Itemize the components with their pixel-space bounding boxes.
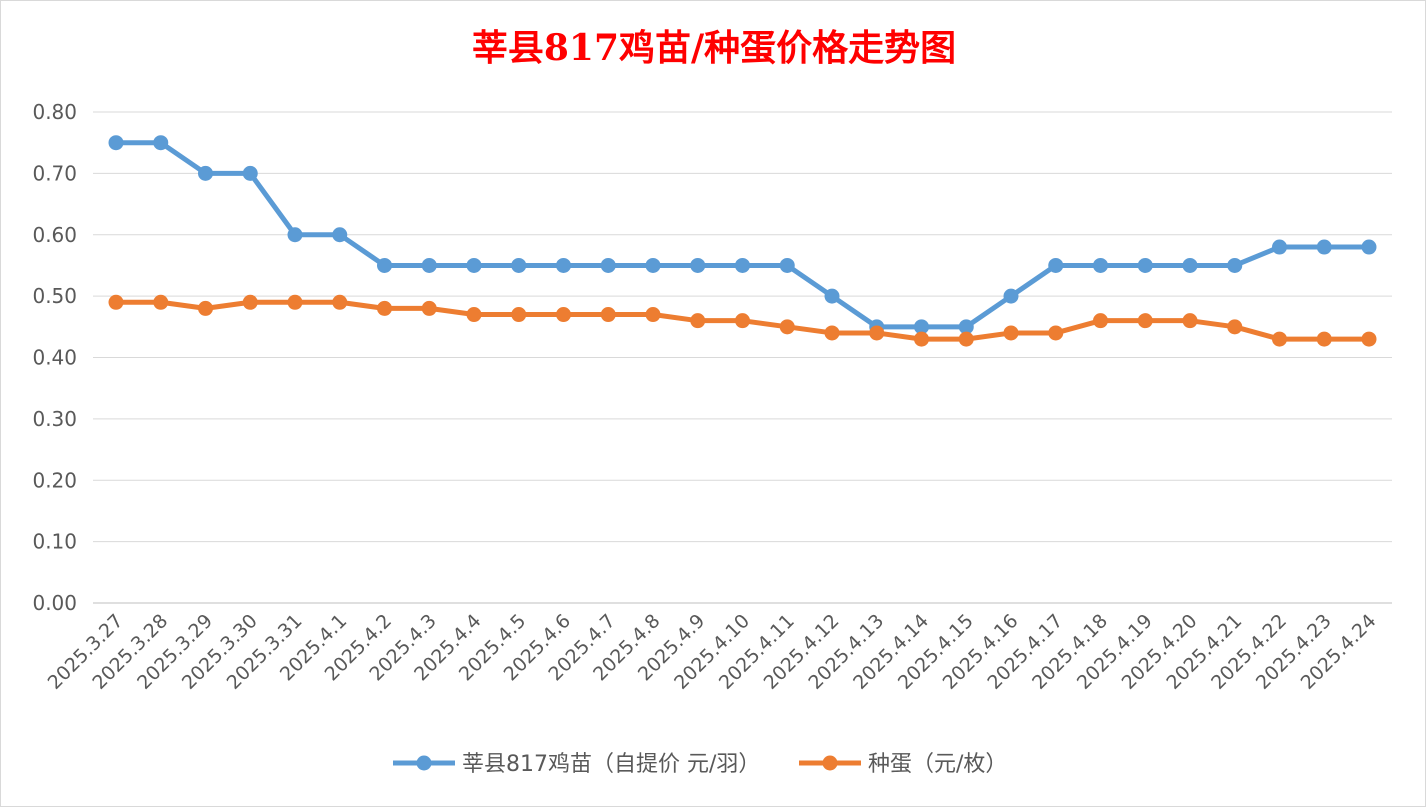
legend-item: 种蛋（元/枚）	[799, 752, 1007, 777]
y-axis-ticks: 0.00 0.10 0.20 0.30 0.40 0.50 0.60 0.70 0.80	[32, 100, 77, 615]
data-point	[690, 313, 706, 329]
data-point	[556, 307, 571, 323]
data-point	[198, 165, 213, 181]
data-point	[1137, 313, 1153, 329]
data-point	[1048, 325, 1064, 341]
y-tick-label: 0.70	[32, 161, 77, 185]
y-tick-label: 0.60	[32, 223, 77, 247]
data-point	[1272, 239, 1287, 255]
data-point	[377, 300, 392, 316]
data-point	[600, 307, 616, 323]
data-point	[735, 257, 750, 273]
data-point	[869, 325, 885, 341]
data-point	[1137, 257, 1153, 273]
y-tick-label: 0.10	[32, 530, 77, 554]
data-point	[1182, 313, 1198, 329]
data-point	[779, 257, 795, 273]
data-point	[153, 135, 169, 151]
legend-label: 种蛋（元/枚）	[868, 752, 1007, 777]
data-point	[1227, 319, 1243, 335]
data-point	[1093, 313, 1108, 329]
data-point	[1003, 288, 1019, 304]
legend-marker	[822, 755, 838, 771]
y-tick-label: 0.00	[32, 591, 77, 615]
y-tick-label: 0.30	[32, 407, 77, 431]
data-point	[108, 294, 124, 310]
data-point	[242, 294, 258, 310]
data-point	[690, 257, 706, 273]
data-point	[958, 331, 974, 347]
legend-marker	[416, 755, 432, 771]
data-point	[1361, 331, 1377, 347]
data-point	[735, 313, 750, 329]
data-point	[332, 227, 348, 243]
data-point	[914, 331, 929, 347]
data-point	[1272, 331, 1287, 347]
data-point	[1182, 257, 1198, 273]
series-2	[108, 294, 1377, 347]
data-point	[287, 294, 303, 310]
data-point	[824, 325, 840, 341]
y-tick-label: 0.20	[32, 468, 77, 492]
data-point	[1227, 257, 1243, 273]
legend-label: 莘县817鸡苗（自提价 元/羽）	[462, 752, 760, 777]
data-point	[645, 257, 661, 273]
y-tick-label: 0.80	[32, 100, 77, 124]
legend: 莘县817鸡苗（自提价 元/羽） 种蛋（元/枚）	[393, 752, 1007, 777]
y-tick-label: 0.40	[32, 346, 77, 370]
data-point	[556, 257, 571, 273]
data-point	[824, 288, 840, 304]
data-point	[421, 300, 437, 316]
series-layer	[108, 135, 1377, 347]
chart-title: 莘县817鸡苗/种蛋价格走势图	[472, 27, 956, 69]
data-point	[1361, 239, 1377, 255]
data-point	[198, 300, 213, 316]
data-point	[958, 319, 974, 335]
data-point	[914, 319, 929, 335]
y-tick-label: 0.50	[32, 284, 77, 308]
data-point	[153, 294, 169, 310]
legend-item: 莘县817鸡苗（自提价 元/羽）	[393, 752, 760, 777]
data-point	[511, 257, 527, 273]
data-point	[377, 257, 392, 273]
data-point	[466, 257, 482, 273]
data-point	[1048, 257, 1064, 273]
data-point	[287, 227, 303, 243]
data-point	[1093, 257, 1108, 273]
data-point	[1316, 331, 1332, 347]
data-point	[645, 307, 661, 323]
series-1	[108, 135, 1377, 335]
data-point	[511, 307, 527, 323]
data-point	[779, 319, 795, 335]
data-point	[600, 257, 616, 273]
data-point	[242, 165, 258, 181]
data-point	[421, 257, 437, 273]
data-point	[1316, 239, 1332, 255]
data-point	[332, 294, 348, 310]
data-point	[466, 307, 482, 323]
data-point	[1003, 325, 1019, 341]
data-point	[108, 135, 124, 151]
